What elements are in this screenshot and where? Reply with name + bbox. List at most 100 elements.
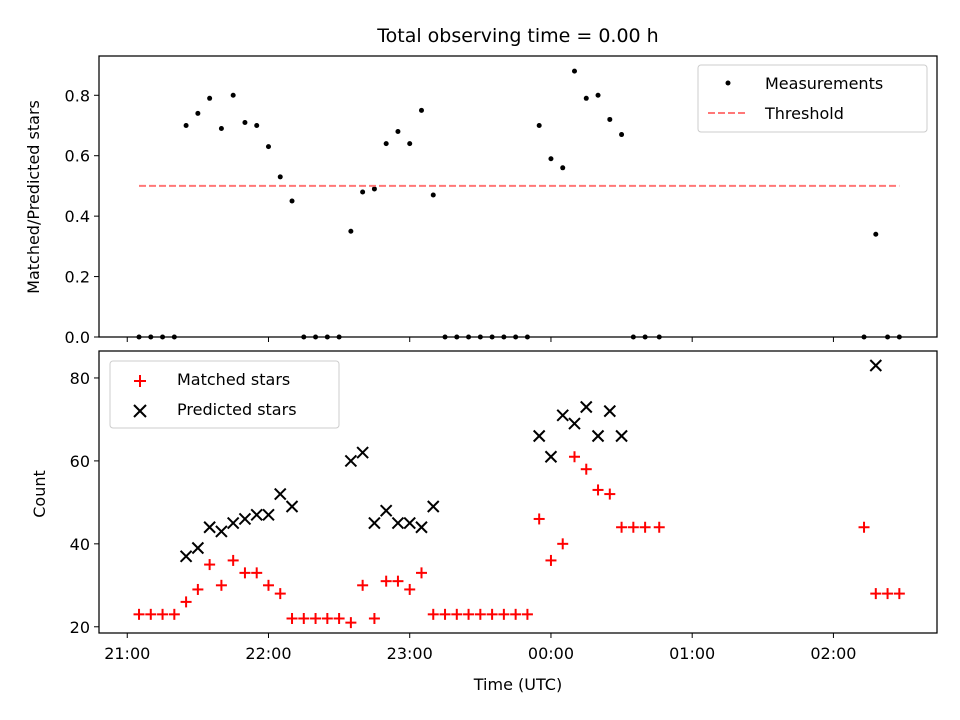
matched-star-point [310, 612, 322, 624]
predicted-star-point [368, 516, 381, 530]
measurement-point [407, 141, 413, 147]
ratio-axes-frame [98, 55, 938, 338]
predicted-star-point [403, 516, 416, 530]
predicted-star-point-b [403, 516, 416, 530]
predicted-star-point-b [591, 429, 605, 443]
measurement-point [242, 119, 248, 125]
count-x-tick-label: 00:00 [528, 644, 574, 663]
matched-star-point [616, 521, 628, 533]
count-x-axis: 21:00 22:00 23:00 00:00 01:00 02:00 [104, 633, 856, 663]
matched-star-point [486, 608, 498, 620]
predicted-star-point [580, 400, 593, 414]
measurement-point [536, 122, 542, 128]
predicted-star-point-b [415, 521, 428, 534]
predicted-star-point [344, 454, 358, 468]
matched-star-point [392, 575, 404, 587]
matched-star-point [133, 608, 145, 620]
matched-star-point [357, 579, 369, 591]
legend-matched-marker [134, 375, 146, 387]
predicted-star-point-b [226, 516, 240, 530]
predicted-star-point [215, 525, 228, 538]
predicted-star-point-b [344, 454, 358, 468]
measurement-point [277, 174, 283, 180]
ratio-y-tick-label: 0.8 [65, 86, 90, 105]
ratio-y-axis-label: Matched/Predicted stars [24, 100, 43, 294]
count-x-tick-label: 23:00 [387, 644, 433, 663]
predicted-star-point [226, 516, 240, 530]
matched-star-point [545, 554, 557, 566]
predicted-star-point [379, 504, 393, 517]
matched-star-point [882, 588, 894, 600]
legend-measurements-label: Measurements [765, 74, 883, 93]
legend-predicted-marker [133, 404, 147, 418]
predicted-star-point-b [427, 500, 440, 513]
count-legend-frame [109, 360, 340, 429]
matched-star-point [498, 608, 510, 620]
measurement-point [571, 68, 577, 74]
measurement-point [348, 228, 354, 234]
matched-star-point [192, 583, 204, 595]
ratio-y-axis: 0.0 0.2 0.4 0.6 0.8 [65, 86, 99, 347]
matched-star-point [321, 612, 333, 624]
predicted-star-point-b [603, 404, 617, 418]
predicted-star-point-b [285, 500, 299, 513]
predicted-star-point-b [356, 446, 369, 459]
predicted-star-point [250, 508, 263, 522]
count-y-axis: 20 40 60 80 [70, 369, 99, 637]
matched-star-point [639, 521, 651, 533]
measurement-point [560, 165, 566, 171]
matched-star-point [627, 521, 639, 533]
count-x-tick-label: 01:00 [669, 644, 715, 663]
predicted-star-point-b [179, 550, 193, 563]
matched-star-point [204, 559, 216, 571]
predicted-star-point-b [580, 400, 593, 414]
legend-matched-label: Matched stars [177, 370, 290, 389]
count-y-tick-label: 60 [70, 452, 90, 471]
matched-star-point [568, 451, 580, 463]
matched-star-point [592, 484, 604, 496]
predicted-star-point-b [250, 508, 263, 522]
matched-star-point [215, 579, 227, 591]
matched-star-point [858, 521, 870, 533]
matched-star-point [439, 608, 451, 620]
matched-star-point [380, 575, 392, 587]
matched-star-point [333, 612, 345, 624]
measurement-point [418, 107, 424, 113]
matched-star-point [580, 463, 592, 475]
chart-title: Total observing time = 0.00 h [376, 25, 658, 47]
predicted-star-point [544, 450, 558, 463]
predicted-star-point [568, 417, 581, 430]
count-plot-area [133, 359, 905, 629]
measurement-point [395, 129, 401, 135]
matched-star-point [168, 608, 180, 620]
predicted-star-point-b [262, 508, 275, 522]
predicted-star-point [191, 541, 205, 555]
ratio-legend-frame [697, 64, 928, 133]
ratio-y-tick-label: 0.0 [65, 328, 90, 347]
measurement-point [583, 95, 589, 101]
measurement-point [289, 198, 295, 204]
measurement-point [360, 189, 366, 195]
predicted-star-point-b [203, 521, 216, 534]
predicted-star-point [285, 500, 299, 513]
matched-star-point [239, 567, 251, 579]
measurement-point [873, 231, 879, 237]
predicted-star-point-b [391, 516, 405, 530]
predicted-star-point-b [215, 525, 228, 538]
predicted-star-point-b [274, 487, 287, 501]
matched-star-point [298, 612, 310, 624]
predicted-star-point [591, 429, 605, 443]
matched-star-point [345, 617, 357, 629]
predicted-star-point [203, 521, 216, 534]
matched-star-point [227, 554, 239, 566]
matched-star-point [251, 567, 263, 579]
measurement-point [548, 156, 554, 162]
ratio-y-tick-label: 0.2 [65, 268, 90, 287]
matched-star-point [415, 567, 427, 579]
matched-star-point [653, 521, 665, 533]
matched-star-point [533, 513, 545, 525]
measurement-point [371, 186, 377, 192]
predicted-star-point-b [191, 541, 205, 555]
matched-star-point [157, 608, 169, 620]
measurement-point [195, 110, 201, 116]
